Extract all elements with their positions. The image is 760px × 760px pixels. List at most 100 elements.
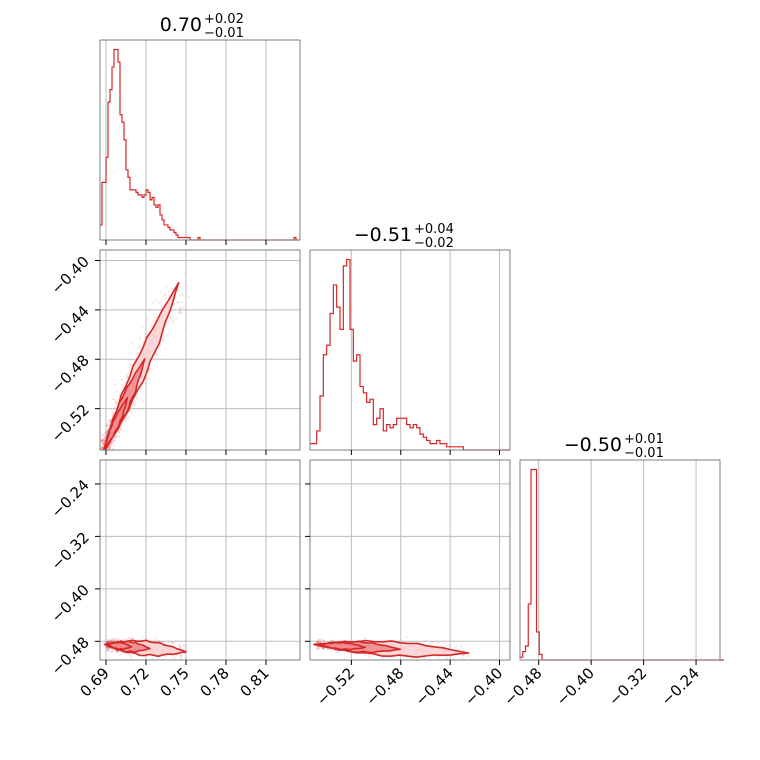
axis-ticks <box>95 240 697 665</box>
sample-point <box>153 639 156 643</box>
sample-point <box>100 446 103 450</box>
axes-frame <box>309 459 511 661</box>
sample-point <box>105 430 109 433</box>
sample-point <box>148 367 151 371</box>
sample-point <box>125 417 128 420</box>
sample-point <box>317 646 320 649</box>
sample-point <box>105 646 108 649</box>
sample-point <box>164 286 168 289</box>
sample-point <box>112 648 115 651</box>
sample-point <box>104 435 107 438</box>
sample-point <box>141 326 144 329</box>
sample-point <box>164 293 167 296</box>
sample-point <box>100 440 104 443</box>
sample-point <box>104 646 108 649</box>
sample-point <box>128 637 131 640</box>
x-tick-label: −0.32 <box>605 664 650 709</box>
sample-point <box>111 409 114 412</box>
title-lower-error: −0.02 <box>414 236 454 251</box>
sample-point <box>167 641 170 644</box>
sample-point <box>460 644 463 648</box>
plot-area <box>100 250 300 450</box>
sample-point <box>322 647 325 651</box>
sample-point <box>115 401 118 405</box>
sample-point <box>164 347 167 351</box>
sample-point <box>141 400 144 403</box>
plot-area <box>100 460 300 660</box>
sample-point <box>144 383 148 386</box>
x-tick-label: −0.24 <box>658 664 703 709</box>
sample-point <box>318 641 322 644</box>
sample-point <box>115 651 118 654</box>
sample-point <box>120 423 123 427</box>
sample-point <box>367 655 370 658</box>
sample-point <box>322 638 325 642</box>
sample-point <box>111 397 114 401</box>
sample-point <box>130 410 133 413</box>
sample-point <box>119 428 122 431</box>
sample-point <box>183 284 186 287</box>
sample-point <box>165 297 168 300</box>
sample-point <box>180 312 183 315</box>
sample-point <box>170 287 173 290</box>
x-tick-label: −0.40 <box>461 664 506 709</box>
x-tick-label: 0.81 <box>236 664 272 700</box>
y-tick-label: −0.40 <box>48 581 93 626</box>
plot-area <box>100 40 300 240</box>
sample-point <box>102 438 105 441</box>
sample-point <box>136 352 139 355</box>
sample-point <box>136 392 139 395</box>
sample-point <box>151 301 154 304</box>
sample-point <box>104 431 107 434</box>
sample-point <box>113 436 116 439</box>
sample-point <box>107 420 111 423</box>
y-tick-label: −0.44 <box>48 302 93 347</box>
sample-point <box>171 641 174 644</box>
sample-point <box>423 656 426 659</box>
sample-point <box>337 651 340 654</box>
sample-point <box>118 435 121 439</box>
sample-point <box>100 438 103 441</box>
sample-point <box>316 640 320 644</box>
sample-point <box>126 374 129 377</box>
sample-point <box>111 639 114 642</box>
sample-point <box>145 637 148 640</box>
sample-point <box>101 450 103 452</box>
sample-point <box>106 638 109 641</box>
sample-point <box>178 307 181 310</box>
contour-inner <box>106 641 133 651</box>
sample-point <box>104 450 106 452</box>
sample-point <box>321 646 324 649</box>
sample-point <box>163 330 166 333</box>
sample-point <box>317 646 320 649</box>
sample-point <box>106 425 109 428</box>
sample-point <box>322 640 326 643</box>
title-p0: 0.70 +0.02−0.01 <box>160 12 244 41</box>
sample-point <box>435 642 438 645</box>
sample-point <box>111 413 114 416</box>
sample-point <box>106 647 109 650</box>
sample-point <box>112 444 116 448</box>
x-tick-label: −0.40 <box>553 664 598 709</box>
sample-point <box>405 635 408 639</box>
sample-point <box>114 639 117 642</box>
sample-point <box>155 638 158 641</box>
sample-point <box>108 445 112 448</box>
sample-point <box>117 651 120 654</box>
sample-point <box>162 339 165 342</box>
plot-area <box>310 250 510 450</box>
sample-point <box>152 364 156 367</box>
sample-point <box>137 346 140 349</box>
sample-point <box>179 294 182 297</box>
sample-point <box>105 641 108 644</box>
sample-point <box>100 441 103 444</box>
sample-point <box>457 663 459 665</box>
sample-point <box>148 377 151 380</box>
sample-point <box>156 300 159 303</box>
axes-frame <box>309 249 511 451</box>
sample-point <box>334 649 338 653</box>
sample-point <box>100 439 103 442</box>
sample-point <box>317 638 320 641</box>
x-tick-label: −0.52 <box>313 664 358 709</box>
